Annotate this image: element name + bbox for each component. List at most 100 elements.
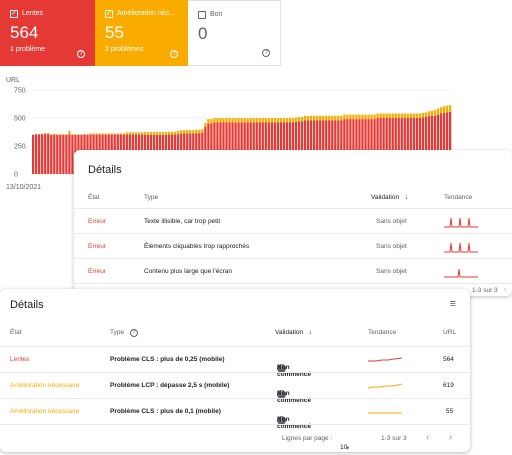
bar-slow: [361, 119, 364, 174]
summary-card-slow[interactable]: ✓ Lentes 564 1 problème ?: [0, 0, 95, 66]
bar-slow: [50, 134, 53, 174]
panel-title: Détails: [10, 299, 44, 311]
help-icon[interactable]: ?: [129, 329, 138, 337]
bar-needs-improvement: [80, 134, 83, 135]
row-type: Éléments cliquables trop rapprochés: [144, 243, 250, 250]
bar-needs-improvement: [113, 133, 116, 135]
bar-needs-improvement: [439, 107, 443, 114]
bar-needs-improvement: [104, 133, 107, 135]
bar-slow: [297, 121, 301, 174]
bar-needs-improvement: [261, 118, 264, 123]
help-icon[interactable]: ?: [170, 50, 178, 58]
trend-sparkline: [444, 242, 478, 253]
bar-needs-improvement: [355, 114, 358, 120]
bar-slow: [427, 115, 431, 174]
bar-needs-improvement: [264, 118, 267, 123]
prev-page-icon[interactable]: ‹: [426, 432, 430, 443]
bar-needs-improvement: [418, 113, 422, 118]
help-icon[interactable]: ?: [262, 49, 270, 57]
bar-needs-improvement: [158, 132, 162, 135]
bar-needs-improvement: [231, 118, 234, 123]
bar-needs-improvement: [349, 114, 352, 120]
next-page-icon[interactable]: ›: [449, 432, 453, 443]
bar-needs-improvement: [189, 130, 192, 134]
bar-slow: [282, 122, 286, 174]
bar-slow: [325, 120, 328, 174]
bar-slow: [367, 119, 370, 174]
bar-slow: [376, 118, 379, 174]
bar-needs-improvement: [249, 118, 252, 123]
row-validation: Sans objet: [376, 243, 407, 250]
checkbox-icon[interactable]: ✓: [105, 9, 113, 18]
bar-slow: [397, 118, 400, 174]
bar-needs-improvement: [373, 114, 376, 120]
table-row[interactable]: Amélioration nécessaire Problème CLS : p…: [0, 398, 470, 430]
bar-slow: [59, 134, 62, 174]
bar-slow: [400, 118, 403, 174]
bar-slow: [267, 122, 270, 174]
column-header-label: Validation: [275, 329, 304, 336]
bar-needs-improvement: [201, 129, 204, 133]
column-header-validation[interactable]: Validation ↓: [275, 329, 312, 336]
bar-slow: [252, 122, 255, 174]
column-header-type[interactable]: Type ?: [110, 329, 138, 337]
bar-slow: [439, 113, 443, 174]
bar-slow: [364, 119, 367, 174]
prev-page-icon[interactable]: ‹: [504, 286, 507, 293]
checkbox-empty-icon[interactable]: [198, 10, 206, 19]
bar-needs-improvement: [89, 133, 92, 135]
filter-icon[interactable]: ≡: [449, 298, 456, 310]
bar-needs-improvement: [252, 118, 255, 123]
help-icon[interactable]: ?: [77, 50, 85, 58]
bar-needs-improvement: [164, 132, 168, 135]
bar-needs-improvement: [325, 115, 328, 121]
bar-needs-improvement: [77, 134, 80, 135]
bar-slow: [237, 122, 240, 174]
bar-needs-improvement: [337, 115, 340, 121]
bar-needs-improvement: [267, 118, 270, 123]
column-header-trend[interactable]: Tendance: [444, 194, 473, 201]
bar-slow: [44, 134, 47, 174]
bar-needs-improvement: [192, 130, 195, 134]
column-header-state[interactable]: État: [10, 329, 22, 336]
bar-needs-improvement: [198, 129, 201, 134]
bar-slow: [388, 118, 391, 174]
trend-sparkline: [444, 268, 478, 278]
bar-slow: [370, 119, 373, 174]
bar-needs-improvement: [394, 113, 397, 118]
bar-slow: [346, 119, 349, 174]
table-row[interactable]: Amélioration nécessaire Problème LCP : d…: [0, 372, 470, 404]
bar-needs-improvement: [56, 134, 59, 135]
pagination-range: 1-3 sur 3: [472, 287, 498, 294]
summary-card-needs-improvement[interactable]: ✓ Amélioration néc... 55 2 problèmes ?: [95, 0, 188, 66]
summary-card-sub: 2 problèmes: [105, 46, 144, 53]
bar-needs-improvement: [149, 132, 153, 135]
bar-needs-improvement: [225, 118, 228, 123]
bar-needs-improvement: [448, 105, 452, 112]
column-header-label: Type: [110, 329, 125, 336]
bar-needs-improvement: [409, 113, 412, 118]
checkbox-icon[interactable]: ✓: [10, 9, 18, 18]
bar-slow: [442, 112, 446, 174]
table-row[interactable]: Lentes Problème CLS : plus de 0,25 (mobi…: [0, 346, 470, 378]
bar-needs-improvement: [300, 116, 304, 122]
column-header-type[interactable]: Type: [144, 194, 159, 201]
table-row[interactable]: Erreur Éléments cliquables trop rapproch…: [74, 233, 512, 258]
column-header-validation[interactable]: Validation ↓: [371, 194, 408, 201]
bar-needs-improvement: [228, 118, 231, 123]
table-footer: Lignes par page : 10 ▾ 1-3 sur 3 ‹ ›: [0, 424, 470, 452]
column-header-state[interactable]: État: [88, 194, 100, 201]
bar-slow: [322, 120, 325, 174]
summary-card-good[interactable]: Bon 0 ?: [188, 0, 281, 66]
bar-slow: [373, 119, 376, 174]
bar-slow: [38, 134, 41, 174]
column-header-trend[interactable]: Tendance: [368, 329, 397, 336]
pagination-range: 1-3 sur 3: [381, 435, 407, 442]
table-row[interactable]: Erreur Texte illisible, car trop petit S…: [74, 208, 512, 233]
bar-needs-improvement: [53, 133, 56, 135]
bar-slow: [412, 118, 415, 174]
bar-slow: [225, 122, 228, 174]
column-header-url[interactable]: URL: [443, 329, 457, 336]
bar-needs-improvement: [391, 113, 394, 118]
table-row[interactable]: Erreur Contenu plus large que l'écran Sa…: [74, 258, 512, 283]
